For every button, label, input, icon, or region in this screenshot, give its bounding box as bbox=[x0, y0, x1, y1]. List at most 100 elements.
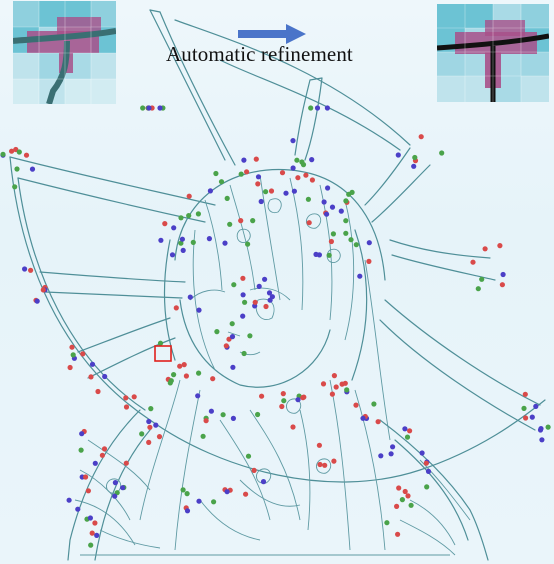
control-point bbox=[339, 381, 345, 387]
control-point bbox=[295, 175, 301, 181]
control-point bbox=[247, 333, 253, 339]
control-point bbox=[320, 381, 327, 387]
control-point bbox=[231, 282, 237, 288]
control-point bbox=[522, 391, 528, 397]
control-point bbox=[162, 221, 168, 227]
control-point bbox=[346, 191, 352, 197]
control-point bbox=[521, 405, 527, 411]
control-point bbox=[309, 157, 315, 163]
control-point bbox=[343, 218, 349, 224]
control-point bbox=[9, 148, 15, 154]
control-point bbox=[322, 462, 328, 468]
control-point bbox=[67, 364, 73, 371]
control-point bbox=[0, 151, 6, 157]
control-point bbox=[207, 188, 213, 194]
control-point bbox=[23, 152, 30, 158]
control-point bbox=[402, 426, 408, 432]
control-point bbox=[184, 508, 191, 514]
control-point bbox=[423, 460, 429, 466]
control-point bbox=[88, 542, 94, 548]
control-point bbox=[250, 218, 256, 224]
control-point bbox=[245, 241, 251, 247]
control-point bbox=[395, 531, 401, 537]
control-point bbox=[238, 171, 244, 177]
control-point bbox=[308, 105, 314, 111]
control-point bbox=[255, 181, 261, 187]
control-point bbox=[357, 273, 363, 279]
control-point bbox=[70, 352, 76, 358]
control-point bbox=[208, 408, 214, 414]
control-point bbox=[156, 434, 163, 440]
control-point bbox=[79, 431, 85, 437]
control-point bbox=[153, 422, 159, 428]
control-point bbox=[229, 321, 235, 327]
control-point bbox=[343, 198, 349, 204]
control-point bbox=[324, 211, 330, 217]
control-point bbox=[94, 532, 100, 539]
control-point bbox=[224, 195, 230, 201]
control-point bbox=[75, 506, 81, 512]
control-point bbox=[99, 452, 105, 458]
control-point bbox=[330, 231, 336, 237]
control-point bbox=[123, 460, 129, 466]
control-point bbox=[196, 370, 202, 376]
control-point bbox=[78, 447, 84, 453]
control-point bbox=[211, 499, 217, 505]
control-point bbox=[262, 276, 268, 282]
control-point bbox=[523, 415, 529, 421]
control-point bbox=[245, 453, 252, 459]
control-point bbox=[405, 493, 411, 499]
control-point bbox=[131, 394, 137, 400]
control-point bbox=[69, 344, 75, 350]
control-point bbox=[92, 520, 98, 526]
control-point bbox=[299, 159, 305, 165]
control-point bbox=[418, 134, 424, 140]
pixel-grid-after bbox=[437, 4, 549, 102]
control-point bbox=[419, 450, 425, 456]
control-point bbox=[173, 305, 179, 311]
control-point bbox=[240, 313, 246, 319]
pixel-grid-before bbox=[13, 1, 116, 104]
control-point bbox=[390, 444, 396, 450]
control-point bbox=[259, 393, 265, 399]
control-point bbox=[223, 343, 229, 349]
control-point bbox=[169, 252, 176, 258]
control-point bbox=[206, 236, 212, 242]
control-point bbox=[470, 259, 476, 265]
control-point bbox=[317, 461, 323, 468]
control-point bbox=[240, 292, 246, 298]
control-point bbox=[294, 157, 300, 163]
control-point bbox=[171, 372, 177, 378]
control-point bbox=[66, 497, 72, 503]
control-point bbox=[384, 520, 390, 526]
control-point bbox=[424, 484, 430, 490]
control-point bbox=[101, 446, 108, 452]
control-point bbox=[324, 105, 330, 111]
control-point bbox=[408, 502, 414, 508]
control-point bbox=[196, 307, 202, 313]
control-point bbox=[402, 488, 408, 495]
control-point bbox=[325, 185, 331, 191]
control-point bbox=[167, 380, 173, 386]
control-point bbox=[240, 275, 246, 281]
control-point bbox=[412, 154, 418, 161]
control-point bbox=[186, 213, 192, 219]
control-point bbox=[224, 489, 230, 495]
control-point bbox=[281, 398, 287, 404]
caption: Automatic refinement bbox=[166, 42, 353, 66]
control-point bbox=[222, 240, 228, 246]
control-point bbox=[92, 460, 98, 466]
control-point bbox=[29, 166, 36, 172]
control-point bbox=[195, 211, 201, 217]
control-point bbox=[283, 190, 289, 196]
control-point bbox=[80, 351, 86, 357]
control-point bbox=[497, 243, 503, 249]
control-point bbox=[260, 479, 267, 485]
control-point bbox=[89, 361, 96, 367]
control-point bbox=[123, 395, 129, 401]
control-point bbox=[344, 387, 350, 393]
control-point bbox=[313, 251, 319, 257]
control-point bbox=[309, 177, 315, 183]
control-point bbox=[218, 179, 225, 185]
